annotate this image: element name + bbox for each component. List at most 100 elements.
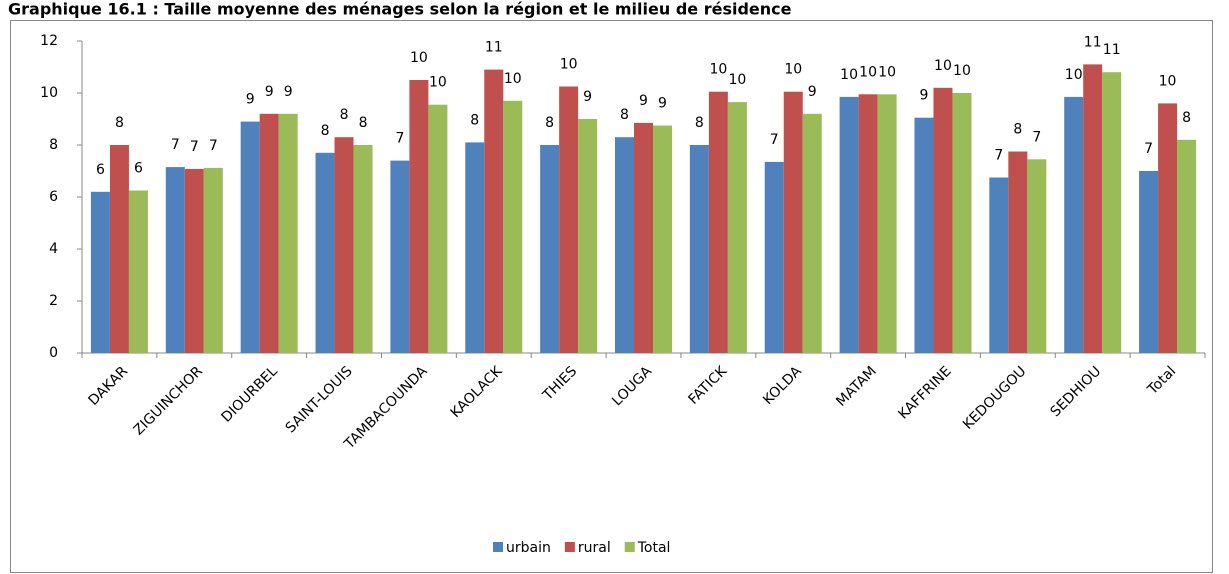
legend-label: rural — [578, 540, 611, 556]
bar — [783, 91, 803, 353]
value-label: 8 — [695, 115, 704, 131]
value-label: 10 — [840, 67, 858, 83]
bar — [353, 145, 373, 353]
bar — [1177, 139, 1197, 353]
bar — [989, 177, 1009, 353]
bar — [165, 167, 185, 353]
bar — [914, 117, 934, 353]
legend-swatch — [564, 542, 575, 552]
bar — [1139, 171, 1159, 353]
value-label: 10 — [953, 63, 971, 79]
value-label: 10 — [934, 58, 952, 74]
bar — [578, 119, 598, 353]
bar — [90, 191, 110, 353]
value-label: 7 — [395, 131, 404, 147]
value-label: 10 — [560, 57, 578, 73]
value-label: 9 — [658, 96, 667, 112]
legend-label: urbain — [506, 540, 551, 556]
y-tick-label: 10 — [40, 85, 58, 101]
value-label: 9 — [284, 84, 293, 100]
bar — [465, 142, 485, 353]
bar — [634, 122, 653, 354]
bar — [858, 94, 878, 354]
value-label: 8 — [470, 112, 479, 128]
value-label: 8 — [620, 107, 629, 123]
bar — [1158, 103, 1178, 354]
bar — [653, 125, 672, 353]
legend-label: Total — [637, 540, 671, 556]
value-label: 7 — [190, 139, 199, 155]
bar — [203, 167, 223, 353]
value-label: 8 — [1182, 110, 1191, 126]
value-label: 10 — [504, 71, 522, 87]
bar — [109, 145, 129, 353]
value-label: 10 — [728, 72, 746, 88]
bar — [764, 161, 784, 353]
value-label: 9 — [265, 84, 274, 100]
value-label: 10 — [784, 62, 802, 78]
bar — [128, 190, 148, 353]
value-label: 8 — [115, 115, 124, 131]
y-tick-label: 12 — [40, 33, 58, 49]
bar — [559, 86, 579, 353]
bar — [184, 168, 204, 353]
value-label: 10 — [859, 64, 877, 80]
value-label: 7 — [171, 137, 180, 153]
y-tick-label: 6 — [49, 189, 58, 205]
bar — [615, 137, 634, 353]
value-label: 8 — [321, 123, 330, 139]
legend-swatch — [624, 542, 635, 552]
bar — [1008, 151, 1028, 353]
value-label: 9 — [920, 88, 929, 104]
value-label: 8 — [545, 115, 554, 131]
bar — [428, 104, 448, 353]
bar — [315, 152, 335, 353]
bar — [540, 145, 560, 353]
bar — [503, 100, 523, 353]
y-tick-label: 2 — [49, 293, 58, 309]
value-label: 10 — [709, 62, 727, 78]
bar — [484, 69, 504, 353]
y-tick-label: 0 — [49, 345, 58, 361]
bar — [689, 145, 709, 353]
value-label: 6 — [96, 162, 105, 178]
value-label: 9 — [808, 84, 817, 100]
value-label: 11 — [485, 40, 503, 56]
bar — [952, 93, 972, 353]
bar — [1102, 72, 1122, 353]
bar — [259, 113, 279, 353]
value-label: 7 — [994, 148, 1003, 164]
value-label: 6 — [134, 161, 143, 177]
bar — [334, 137, 354, 353]
value-label: 7 — [209, 138, 218, 154]
value-label: 10 — [878, 64, 896, 80]
value-label: 9 — [246, 92, 255, 108]
bar — [1027, 159, 1047, 353]
value-label: 7 — [1144, 141, 1153, 157]
bar — [727, 102, 747, 353]
value-label: 8 — [340, 107, 349, 123]
value-label: 11 — [1103, 42, 1121, 58]
chart-title: Graphique 16.1 : Taille moyenne des ména… — [8, 0, 792, 19]
bar — [1064, 96, 1084, 354]
value-label: 10 — [410, 50, 428, 66]
y-tick-label: 8 — [49, 137, 58, 153]
value-label: 10 — [1065, 67, 1083, 83]
value-label: 7 — [1032, 129, 1041, 145]
bar — [802, 113, 822, 353]
value-label: 8 — [359, 115, 368, 131]
bar — [390, 160, 410, 353]
value-label: 8 — [1013, 122, 1022, 138]
bar — [278, 113, 298, 353]
value-label: 10 — [429, 75, 447, 91]
value-label: 10 — [1159, 73, 1177, 89]
bar — [1083, 64, 1103, 354]
bar — [839, 96, 859, 354]
legend-swatch — [493, 542, 503, 552]
bar — [933, 87, 953, 354]
value-label: 9 — [583, 89, 592, 105]
bar — [708, 91, 728, 353]
value-label: 7 — [770, 132, 779, 148]
value-label: 11 — [1084, 34, 1102, 50]
